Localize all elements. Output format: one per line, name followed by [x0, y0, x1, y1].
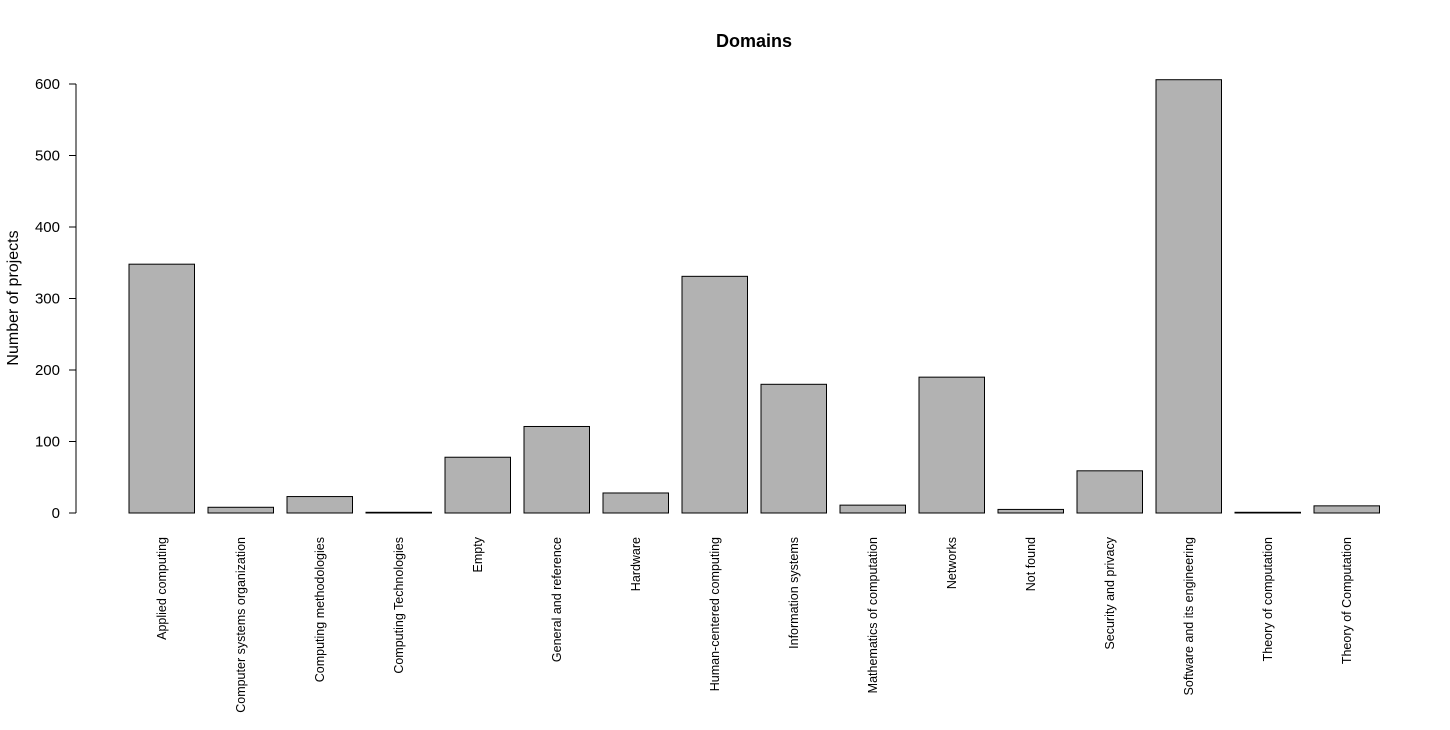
bar — [523, 425, 590, 514]
y-tick-label: 500 — [35, 148, 60, 165]
x-category-label: Not found — [1024, 537, 1038, 591]
x-category-label: Software and its engineering — [1182, 537, 1196, 695]
bar — [602, 492, 669, 514]
y-tick-label: 100 — [35, 434, 60, 451]
x-category-label: Computer systems organization — [234, 537, 248, 713]
x-category-label: Security and privacy — [1103, 536, 1117, 649]
x-category-label: Hardware — [629, 537, 643, 591]
chart-title: Domains — [716, 31, 792, 51]
bar — [1234, 511, 1301, 514]
x-category-label: Applied computing — [155, 537, 169, 640]
bar — [760, 383, 827, 514]
y-tick-label: 600 — [35, 76, 60, 93]
bar — [1155, 79, 1222, 514]
y-tick-label: 200 — [35, 362, 60, 379]
x-category-label: General and reference — [550, 537, 564, 662]
x-category-label: Human-centered computing — [708, 537, 722, 691]
x-category-label: Empty — [471, 536, 485, 572]
x-category-label: Theory of computation — [1261, 537, 1275, 661]
bar-series — [128, 79, 1380, 514]
x-category-label: Computing Technologies — [392, 537, 406, 674]
x-category-label: Mathematics of computation — [866, 537, 880, 693]
bar — [681, 275, 748, 514]
x-category-label: Theory of Computation — [1340, 537, 1354, 664]
bar — [839, 504, 906, 514]
y-axis-label: Number of projects — [5, 230, 22, 365]
bar — [286, 496, 353, 514]
bar — [207, 506, 274, 514]
x-category-label: Information systems — [787, 537, 801, 649]
bar — [918, 376, 985, 514]
y-tick-label: 400 — [35, 219, 60, 236]
y-tick-label: 0 — [52, 505, 60, 522]
x-category-label: Networks — [945, 537, 959, 589]
bar — [444, 456, 511, 514]
x-category-label: Computing methodologies — [313, 537, 327, 682]
y-tick-label: 300 — [35, 291, 60, 308]
bar — [1313, 505, 1380, 514]
bar — [1076, 470, 1143, 514]
y-axis: 0 100 200 300 400 500 600 — [35, 76, 77, 522]
bar — [128, 263, 195, 514]
bar — [997, 508, 1064, 514]
bar — [365, 511, 432, 514]
x-axis-category-labels: Applied computing Computer systems organi… — [155, 536, 1354, 713]
